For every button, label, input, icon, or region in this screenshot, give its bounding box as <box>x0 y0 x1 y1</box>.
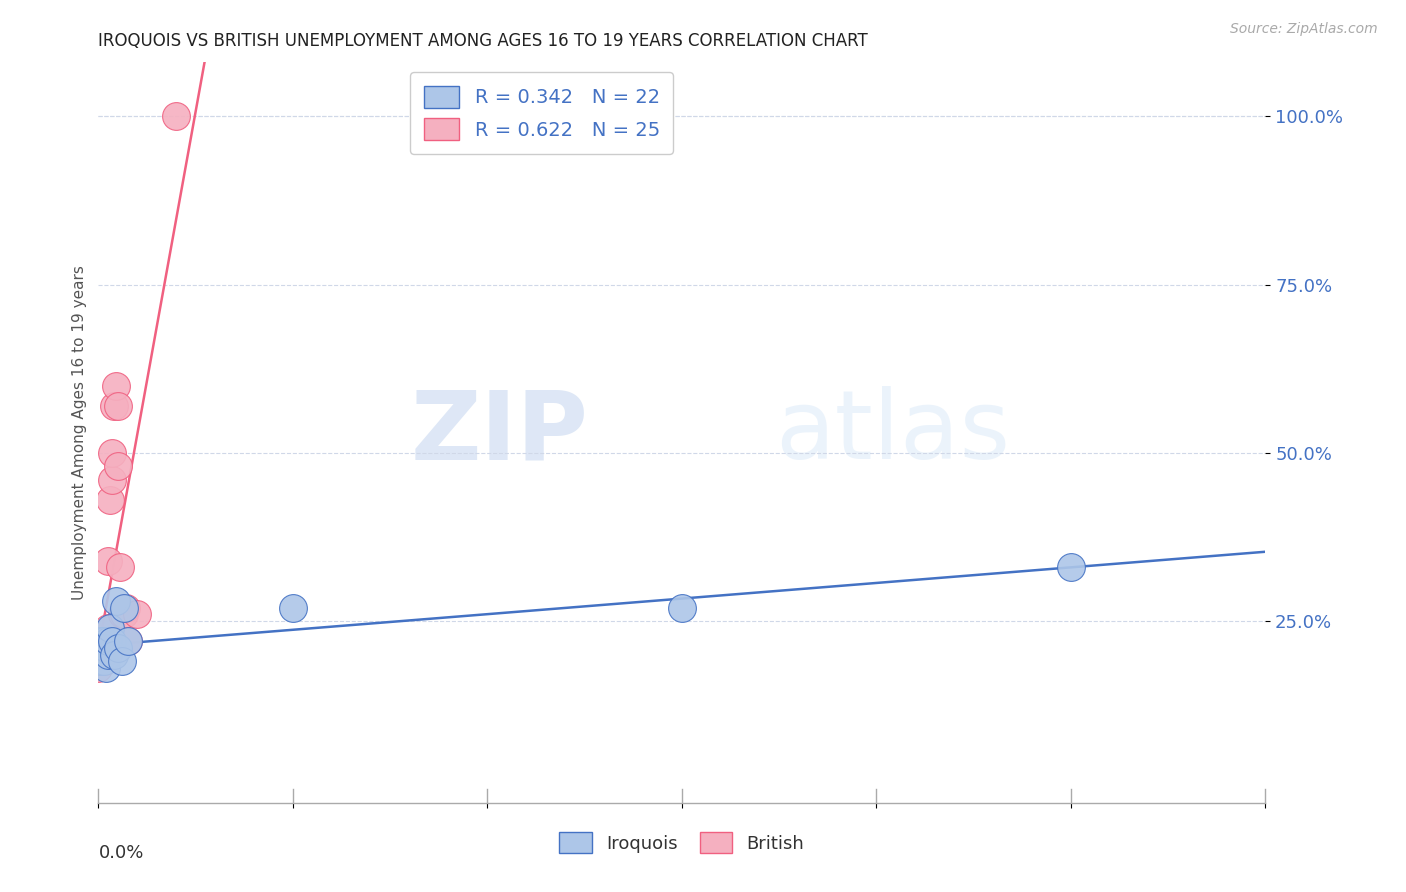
Point <box>93 640 115 655</box>
Point <box>103 648 125 662</box>
Point <box>96 640 118 655</box>
Text: Source: ZipAtlas.com: Source: ZipAtlas.com <box>1230 22 1378 37</box>
Point <box>104 594 127 608</box>
Point <box>97 621 120 635</box>
Point <box>89 634 111 648</box>
Point <box>91 634 114 648</box>
Point <box>91 655 114 669</box>
Point <box>111 607 134 622</box>
Point <box>1060 560 1083 574</box>
Point <box>103 399 125 413</box>
Point <box>112 607 135 622</box>
Point <box>93 655 115 669</box>
Point <box>117 634 139 648</box>
Text: atlas: atlas <box>775 386 1011 479</box>
Point <box>91 640 114 655</box>
Point <box>93 634 115 648</box>
Point <box>87 661 110 675</box>
Point <box>117 634 139 648</box>
Text: 0.0%: 0.0% <box>98 844 143 862</box>
Point <box>107 640 129 655</box>
Point <box>671 600 693 615</box>
Y-axis label: Unemployment Among Ages 16 to 19 years: Unemployment Among Ages 16 to 19 years <box>72 265 87 600</box>
Point <box>101 446 124 460</box>
Point <box>127 607 149 622</box>
Point <box>101 473 124 487</box>
Point <box>91 648 114 662</box>
Point <box>89 655 111 669</box>
Point <box>89 648 111 662</box>
Point <box>87 648 110 662</box>
Text: ZIP: ZIP <box>411 386 589 479</box>
Text: IROQUOIS VS BRITISH UNEMPLOYMENT AMONG AGES 16 TO 19 YEARS CORRELATION CHART: IROQUOIS VS BRITISH UNEMPLOYMENT AMONG A… <box>98 32 868 50</box>
Point <box>108 560 131 574</box>
Point <box>97 648 120 662</box>
Point <box>107 399 129 413</box>
Point <box>93 655 115 669</box>
Point <box>98 621 121 635</box>
Point <box>97 553 120 567</box>
Point <box>98 492 121 507</box>
Point <box>97 634 120 648</box>
Point <box>96 648 118 662</box>
Point <box>112 600 135 615</box>
Point <box>111 655 134 669</box>
Point <box>107 459 129 474</box>
Point <box>104 378 127 392</box>
Point <box>114 600 136 615</box>
Point <box>89 655 111 669</box>
Point <box>96 634 118 648</box>
Point <box>281 600 304 615</box>
Legend: Iroquois, British: Iroquois, British <box>553 825 811 861</box>
Point <box>165 109 187 123</box>
Point <box>96 661 118 675</box>
Point <box>101 634 124 648</box>
